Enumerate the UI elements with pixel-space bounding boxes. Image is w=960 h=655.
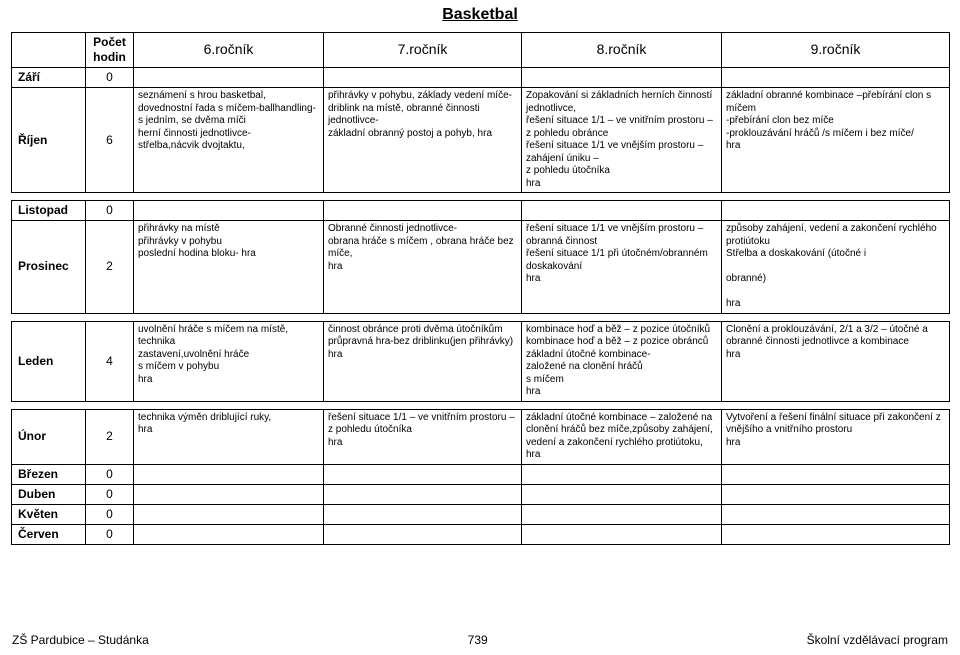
col-grade8-header: 8.ročník [522,33,722,68]
hours-cell: 0 [86,524,134,544]
month-cell: Leden [12,321,86,401]
content-cell: uvolnění hráče s míčem na místě, technik… [134,321,324,401]
page-footer: ZŠ Pardubice – Studánka 739 Školní vzděl… [12,633,948,647]
content-cell [324,484,522,504]
hours-cell: 0 [86,464,134,484]
table-row: Září0 [12,68,950,88]
table-row: Říjen6seznámení s hrou basketbal, dovedn… [12,88,950,193]
content-cell [722,524,950,544]
content-cell [722,504,950,524]
content-cell: kombinace hoď a běž – z pozice útočníkůk… [522,321,722,401]
content-cell [722,484,950,504]
content-cell [134,201,324,221]
month-cell: Březen [12,464,86,484]
hours-cell: 2 [86,409,134,464]
content-cell [324,201,522,221]
content-cell [134,464,324,484]
content-cell: základní obranné kombinace –přebírání cl… [722,88,950,193]
content-cell [324,68,522,88]
table-row: Květen0 [12,504,950,524]
month-cell: Říjen [12,88,86,193]
content-cell: činnost obránce proti dvěma útočníkůmprů… [324,321,522,401]
hours-cell: 0 [86,504,134,524]
content-cell [324,524,522,544]
content-cell [324,464,522,484]
page-title: Basketbal [0,0,960,32]
col-grade9-header: 9.ročník [722,33,950,68]
hours-cell: 0 [86,484,134,504]
content-cell: způsoby zahájení, vedení a zakončení ryc… [722,221,950,314]
table-row: Listopad0 [12,201,950,221]
content-cell: přihrávky na místěpřihrávky v pohybuposl… [134,221,324,314]
table-row: Prosinec2přihrávky na místěpřihrávky v p… [12,221,950,314]
col-grade7-header: 7.ročník [324,33,522,68]
hours-cell: 6 [86,88,134,193]
content-cell [522,504,722,524]
hours-cell: 0 [86,68,134,88]
content-cell [722,201,950,221]
content-cell: základní útočné kombinace – založené na … [522,409,722,464]
footer-right: Školní vzdělávací program [807,633,948,647]
content-cell [134,504,324,524]
month-cell: Únor [12,409,86,464]
content-cell [134,524,324,544]
content-cell: řešení situace 1/1 – ve vnitřním prostor… [324,409,522,464]
hours-cell: 0 [86,201,134,221]
table-row: Únor2technika výměn driblující ruky, hra… [12,409,950,464]
hours-cell: 4 [86,321,134,401]
content-cell [522,484,722,504]
block-gap [12,313,950,321]
footer-center: 739 [468,633,488,647]
col-hours-header: Počet hodin [86,33,134,68]
curriculum-table: Počet hodin6.ročník7.ročník8.ročník9.roč… [11,32,950,545]
hours-cell: 2 [86,221,134,314]
col-grade6-header: 6.ročník [134,33,324,68]
content-cell [134,484,324,504]
content-cell [324,504,522,524]
content-cell [522,68,722,88]
table-row: Duben0 [12,484,950,504]
block-gap [12,401,950,409]
content-cell [722,68,950,88]
month-cell: Duben [12,484,86,504]
table-row: Březen0 [12,464,950,484]
col-month-header [12,33,86,68]
month-cell: Listopad [12,201,86,221]
block-gap [12,193,950,201]
content-cell: Obranné činnosti jednotlivce-obrana hráč… [324,221,522,314]
content-cell [522,201,722,221]
month-cell: Červen [12,524,86,544]
content-cell [522,524,722,544]
footer-left: ZŠ Pardubice – Studánka [12,633,149,647]
content-cell [522,464,722,484]
content-cell: řešení situace 1/1 ve vnějším prostoru –… [522,221,722,314]
content-cell: Clonění a proklouzávání, 2/1 a 3/2 – úto… [722,321,950,401]
table-row: Leden4uvolnění hráče s míčem na místě, t… [12,321,950,401]
content-cell: seznámení s hrou basketbal, dovednostní … [134,88,324,193]
month-cell: Září [12,68,86,88]
content-cell: Vytvoření a řešení finální situace při z… [722,409,950,464]
content-cell [722,464,950,484]
content-cell: Zopakování si základních herních činnost… [522,88,722,193]
content-cell: přihrávky v pohybu, základy vedení míče-… [324,88,522,193]
content-cell [134,68,324,88]
content-cell: technika výměn driblující ruky, hra [134,409,324,464]
table-row: Červen0 [12,524,950,544]
month-cell: Prosinec [12,221,86,314]
month-cell: Květen [12,504,86,524]
